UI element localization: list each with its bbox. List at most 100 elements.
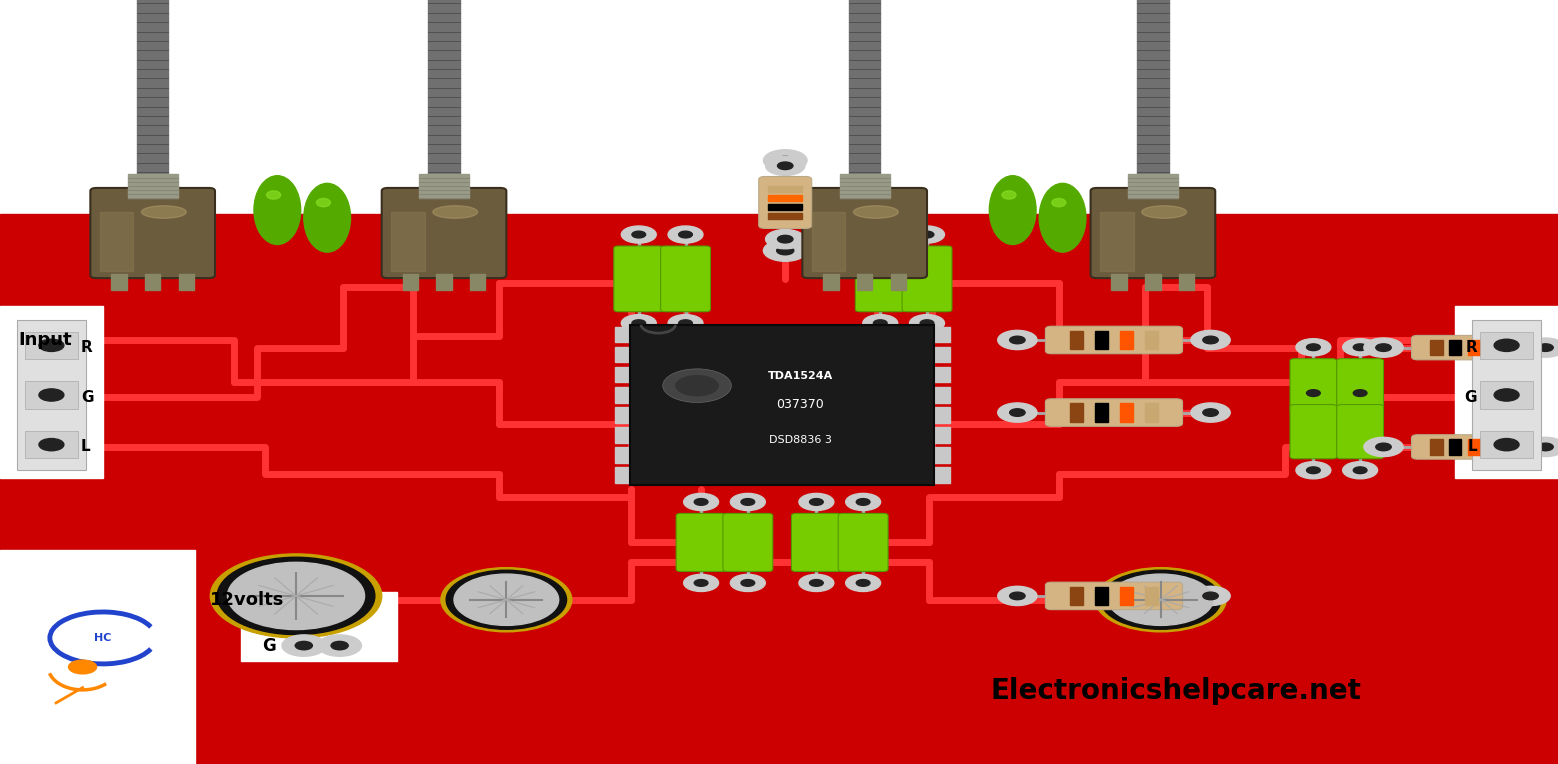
- Circle shape: [777, 162, 793, 170]
- Circle shape: [1494, 339, 1519, 351]
- Circle shape: [622, 315, 656, 332]
- Ellipse shape: [254, 176, 301, 244]
- Circle shape: [675, 375, 718, 397]
- FancyBboxPatch shape: [1337, 359, 1384, 413]
- Circle shape: [1190, 330, 1231, 350]
- Bar: [614, 327, 629, 342]
- Circle shape: [1190, 586, 1231, 606]
- Circle shape: [1203, 336, 1218, 344]
- Bar: [614, 347, 629, 362]
- Circle shape: [1525, 338, 1558, 358]
- Circle shape: [217, 557, 375, 635]
- Bar: [768, 204, 802, 210]
- FancyBboxPatch shape: [1290, 405, 1337, 458]
- Bar: [1145, 331, 1158, 349]
- FancyBboxPatch shape: [614, 246, 664, 312]
- FancyBboxPatch shape: [838, 513, 888, 571]
- Ellipse shape: [304, 183, 351, 252]
- Circle shape: [799, 575, 834, 591]
- Bar: [1120, 331, 1133, 349]
- Bar: [1070, 587, 1083, 605]
- Circle shape: [684, 494, 718, 510]
- Circle shape: [282, 635, 326, 656]
- Circle shape: [1363, 338, 1404, 358]
- Circle shape: [1307, 390, 1320, 397]
- Circle shape: [1296, 461, 1331, 479]
- Circle shape: [846, 575, 880, 591]
- Circle shape: [39, 389, 64, 401]
- FancyBboxPatch shape: [1091, 188, 1215, 278]
- Circle shape: [1108, 574, 1214, 626]
- Circle shape: [910, 226, 944, 243]
- FancyBboxPatch shape: [661, 246, 710, 312]
- Circle shape: [330, 642, 349, 649]
- Bar: [419, 174, 469, 199]
- Bar: [1070, 331, 1083, 349]
- Ellipse shape: [433, 206, 478, 219]
- Bar: [1480, 332, 1533, 359]
- Bar: [1145, 587, 1158, 605]
- Text: G: G: [1465, 390, 1477, 405]
- Bar: [428, 0, 460, 191]
- FancyBboxPatch shape: [902, 246, 952, 312]
- Circle shape: [810, 580, 823, 586]
- Circle shape: [863, 226, 897, 243]
- Circle shape: [742, 499, 754, 505]
- Bar: [1100, 212, 1134, 271]
- Bar: [1480, 431, 1533, 458]
- Bar: [614, 367, 629, 383]
- FancyBboxPatch shape: [855, 246, 905, 312]
- Text: Input: Input: [19, 331, 72, 349]
- Circle shape: [294, 642, 312, 649]
- FancyBboxPatch shape: [791, 513, 841, 571]
- FancyBboxPatch shape: [802, 188, 927, 278]
- Circle shape: [921, 231, 933, 238]
- Circle shape: [1354, 390, 1366, 397]
- Bar: [0, 0, 1558, 214]
- Circle shape: [1307, 467, 1320, 474]
- Bar: [629, 325, 933, 485]
- Circle shape: [1010, 592, 1025, 600]
- Circle shape: [441, 568, 572, 632]
- Ellipse shape: [1002, 191, 1016, 199]
- Circle shape: [1203, 409, 1218, 416]
- Bar: [1179, 274, 1195, 290]
- FancyBboxPatch shape: [723, 513, 773, 571]
- Bar: [25, 431, 78, 458]
- Bar: [935, 427, 950, 442]
- Circle shape: [921, 320, 933, 326]
- Bar: [1095, 331, 1108, 349]
- Circle shape: [776, 157, 793, 165]
- Bar: [402, 274, 418, 290]
- Circle shape: [1203, 592, 1218, 600]
- Circle shape: [1307, 421, 1320, 428]
- Circle shape: [668, 226, 703, 243]
- FancyBboxPatch shape: [759, 176, 812, 228]
- Text: 12volts: 12volts: [210, 591, 285, 609]
- Bar: [1120, 587, 1133, 605]
- Bar: [768, 186, 802, 192]
- Circle shape: [1307, 344, 1320, 351]
- Text: HC: HC: [93, 633, 112, 643]
- Circle shape: [679, 320, 692, 326]
- Circle shape: [69, 660, 97, 674]
- Bar: [137, 0, 168, 191]
- FancyBboxPatch shape: [676, 513, 726, 571]
- Circle shape: [1494, 389, 1519, 401]
- Text: G: G: [262, 636, 276, 655]
- Bar: [391, 212, 425, 271]
- Ellipse shape: [142, 206, 187, 219]
- Bar: [1480, 381, 1533, 409]
- Bar: [812, 212, 846, 271]
- Ellipse shape: [316, 199, 330, 207]
- Bar: [0, 550, 195, 764]
- Circle shape: [863, 315, 897, 332]
- Circle shape: [210, 554, 382, 638]
- Bar: [0, 214, 1558, 764]
- Circle shape: [679, 231, 692, 238]
- Bar: [436, 274, 452, 290]
- Circle shape: [662, 369, 731, 403]
- Circle shape: [1100, 570, 1221, 630]
- Bar: [935, 347, 950, 362]
- Circle shape: [731, 494, 765, 510]
